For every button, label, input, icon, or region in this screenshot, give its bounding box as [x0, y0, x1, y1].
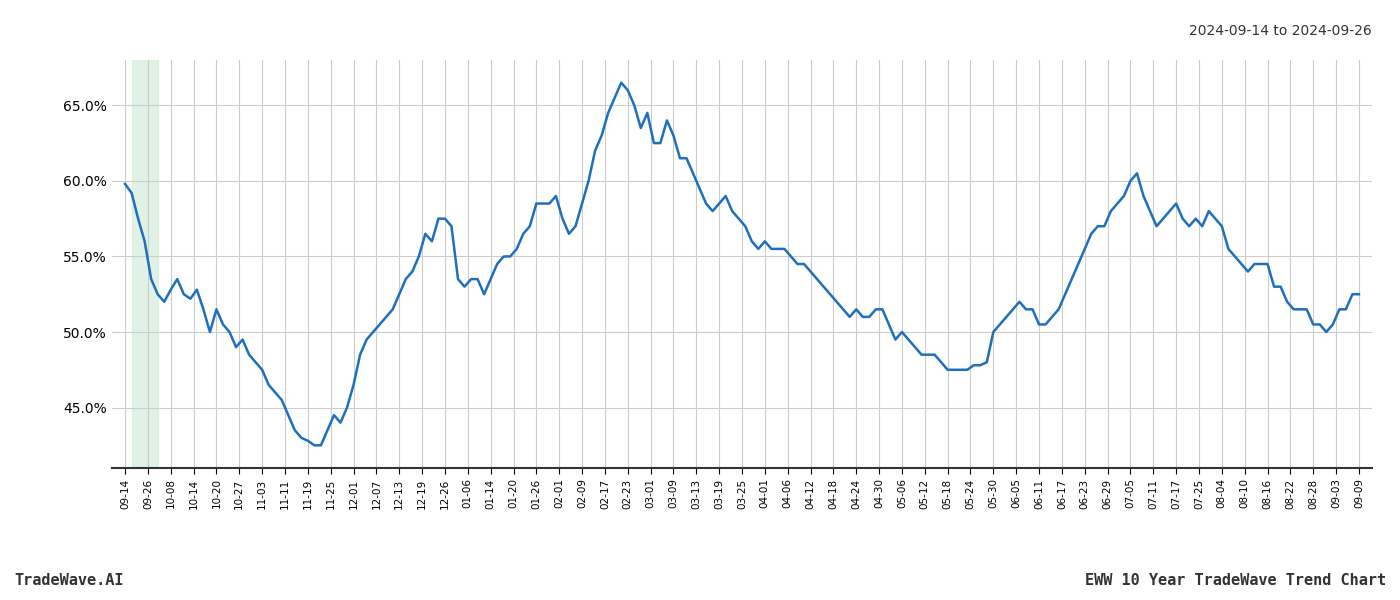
Text: 2024-09-14 to 2024-09-26: 2024-09-14 to 2024-09-26	[1189, 24, 1372, 38]
Bar	[132, 60, 158, 468]
Text: TradeWave.AI: TradeWave.AI	[14, 573, 123, 588]
Text: EWW 10 Year TradeWave Trend Chart: EWW 10 Year TradeWave Trend Chart	[1085, 573, 1386, 588]
